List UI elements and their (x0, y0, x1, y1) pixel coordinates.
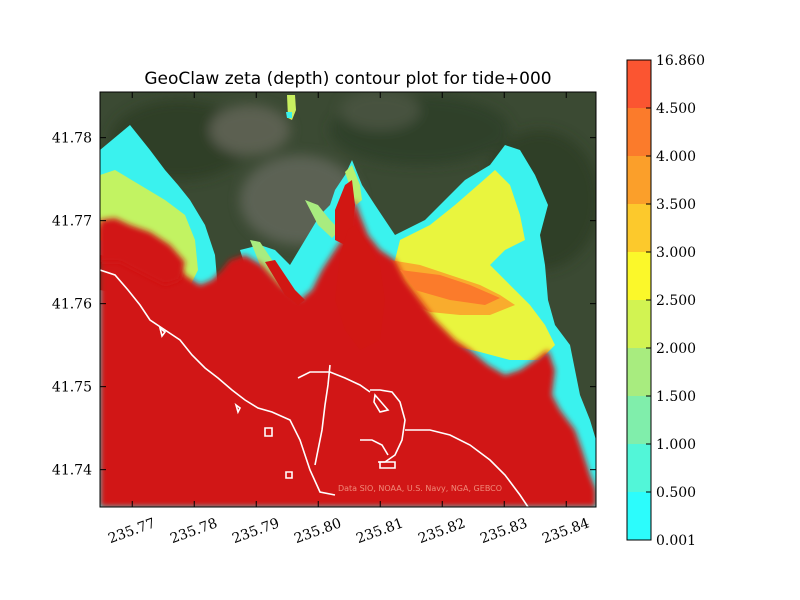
y-tick-label: 41.76 (52, 297, 92, 313)
flood-orange-channel (400, 270, 500, 305)
colorbar-label: 2.000 (656, 341, 696, 357)
colorbar-label: 0.001 (656, 533, 696, 549)
flood-green-creek (305, 200, 340, 238)
shoreline (100, 269, 529, 507)
y-tick-label: 41.75 (52, 380, 92, 396)
colorbar-band (627, 156, 651, 204)
shoreline-dock (373, 393, 390, 413)
map-attribution: Data SIO, NOAA, U.S. Navy, NGA, GEBCO (338, 484, 502, 493)
shoreline-islet-4 (158, 325, 167, 338)
flood-red-creek (265, 260, 305, 305)
map-area: Data SIO, NOAA, U.S. Navy, NGA, GEBCO (100, 92, 596, 507)
colorbar-label: 16.860 (656, 53, 705, 69)
shoreline-islet-5 (234, 402, 242, 415)
flood-red-main (100, 200, 596, 507)
flood-contours (100, 95, 596, 507)
y-tick-label: 41.78 (52, 131, 92, 147)
shoreline-islet-2 (285, 471, 293, 479)
shoreline-bay-curve (405, 429, 529, 507)
shoreline-harbor-basin (370, 389, 406, 463)
colorbar-band (627, 204, 651, 252)
flood-red-north-arm (335, 225, 385, 350)
x-tick-label: 235.77 (106, 515, 158, 547)
colorbar-label: 4.000 (656, 149, 696, 165)
y-tick-label: 41.74 (52, 463, 92, 479)
shoreline-jetty-north (297, 371, 371, 393)
chart-title: GeoClaw zeta (depth) contour plot for ti… (144, 69, 551, 89)
plot-frame (99, 91, 597, 508)
x-tick-label: 235.80 (292, 515, 344, 547)
colorbar-band (627, 348, 651, 396)
colorbar-label: 1.500 (656, 389, 696, 405)
colorbar-band (627, 444, 651, 492)
colorbar-band (627, 492, 651, 540)
y-axis: 41.74 41.75 41.76 41.77 41.78 (52, 131, 596, 479)
x-tick-label: 235.84 (540, 515, 592, 547)
colorbar-band (627, 252, 651, 300)
shoreline-islet-1 (264, 427, 273, 437)
shoreline-outer (100, 269, 336, 496)
shoreline-islet-3 (379, 461, 396, 469)
colorbar-label: 4.500 (656, 101, 696, 117)
colorbar-label: 2.500 (656, 293, 696, 309)
shoreline-harbor-breakwater (314, 364, 331, 466)
x-tick-label: 235.78 (168, 515, 220, 547)
colorbar: 0.001 0.500 1.000 1.500 2.000 2.500 3.000 3.500… (626, 53, 705, 549)
flood-cyan-north-creek (286, 112, 292, 118)
y-tick-label: 41.77 (52, 214, 92, 230)
shoreline-harbor-inner (360, 439, 389, 456)
flood-red-west-bay (100, 218, 185, 285)
colorbar-band (627, 108, 651, 156)
x-tick-label: 235.81 (354, 515, 406, 547)
flood-yellow-east (390, 170, 555, 360)
colorbar-band (627, 60, 651, 108)
colorbar-label: 3.500 (656, 197, 696, 213)
flood-green-inlet (345, 165, 362, 205)
x-tick-label: 235.83 (478, 515, 530, 547)
colorbar-band (627, 396, 651, 444)
x-tick-label: 235.82 (416, 515, 468, 547)
colorbar-label: 1.000 (656, 437, 696, 453)
colorbar-label: 0.500 (656, 485, 696, 501)
x-tick-label: 235.79 (230, 515, 282, 547)
colorbar-label: 3.000 (656, 245, 696, 261)
colorbar-band (627, 300, 651, 348)
